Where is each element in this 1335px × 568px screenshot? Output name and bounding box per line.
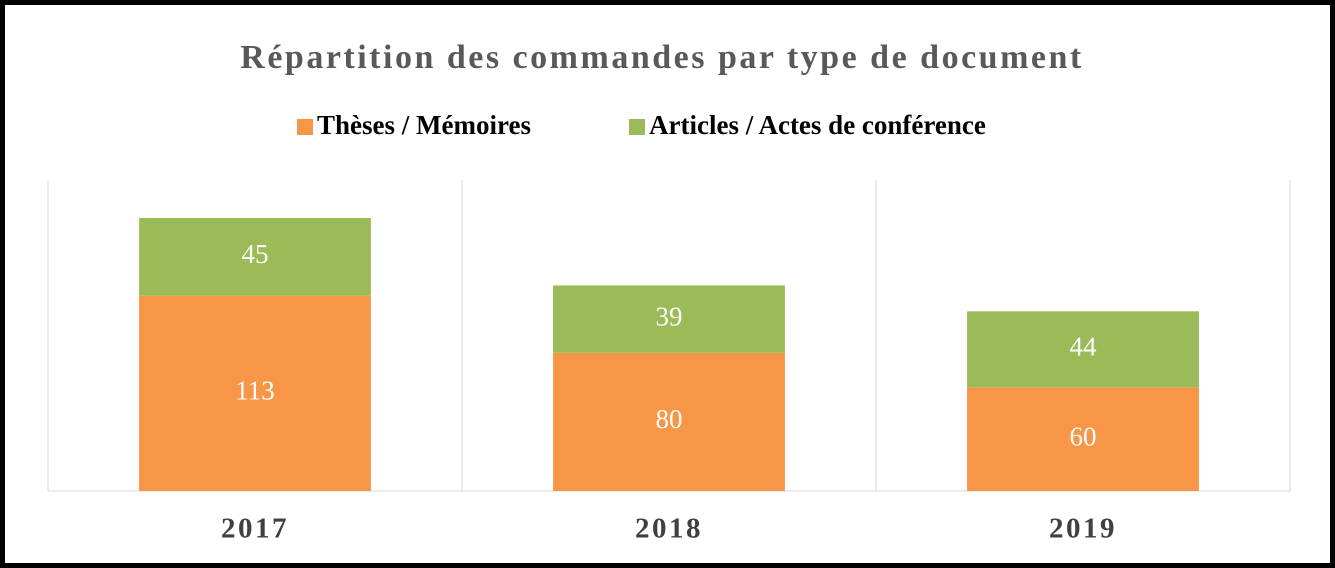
legend-swatch — [629, 119, 645, 135]
data-label: 39 — [656, 301, 683, 331]
bar-segment — [553, 285, 785, 353]
x-tick-label: 2017 — [221, 513, 289, 545]
data-label: 45 — [242, 239, 269, 269]
bar-segment — [139, 218, 371, 296]
legend-swatch — [297, 119, 313, 135]
data-label: 44 — [1070, 332, 1098, 362]
data-label: 60 — [1070, 421, 1097, 451]
x-tick-label: 2018 — [635, 513, 703, 545]
bar-segment — [967, 311, 1199, 388]
chart-title: Répartition des commandes par type de do… — [240, 39, 1083, 76]
legend-label: Thèses / Mémoires — [317, 110, 531, 140]
bar-segment — [553, 352, 785, 491]
legend-label: Articles / Actes de conférence — [649, 110, 986, 140]
bar-segment — [139, 295, 371, 491]
data-label: 80 — [656, 404, 683, 434]
x-tick-label: 2019 — [1049, 513, 1117, 545]
bar-segment — [967, 387, 1199, 491]
data-label: 113 — [235, 376, 275, 406]
